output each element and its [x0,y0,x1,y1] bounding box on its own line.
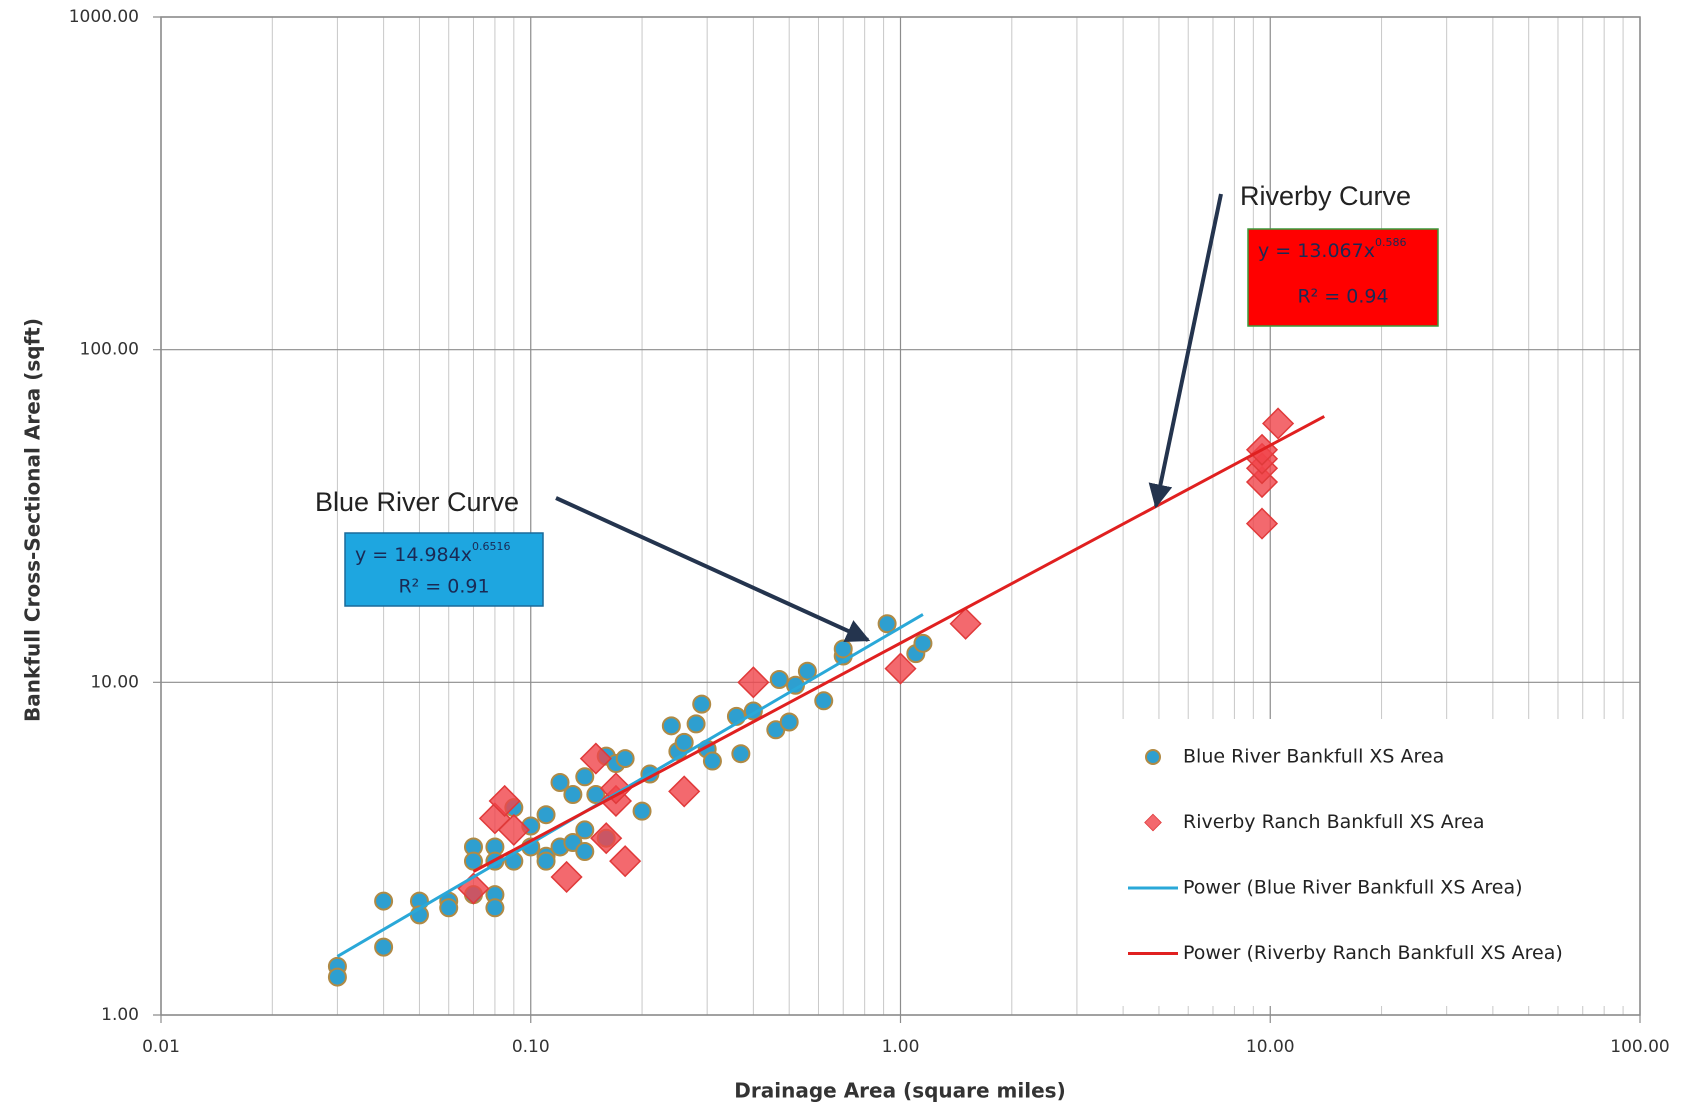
point [914,635,931,652]
legend-label: Riverby Ranch Bankfull XS Area [1183,811,1484,833]
y-axis-title: Bankfull Cross-Sectional Area (sqft) [21,318,45,722]
point [538,853,555,870]
point [576,843,593,860]
point [835,640,852,657]
legend-symbol [1146,750,1160,764]
legend-label: Blue River Bankfull XS Area [1183,746,1444,768]
point [676,734,693,751]
chart: Blue River Bankfull XS Area Riverby Ranch… [0,0,1693,1108]
point [634,803,651,820]
point [688,715,705,732]
y-tick-label: 1000.00 [69,7,139,27]
y-tick-label: 1.00 [101,1005,139,1025]
point [617,750,634,767]
equation-base: y = 13.067x [1258,240,1375,262]
point [704,753,721,770]
point [538,806,555,823]
annotation: Riverby Curve [1240,181,1411,211]
diamond-point [738,667,768,697]
x-tick-label: 0.01 [142,1037,180,1057]
point [375,893,392,910]
point [815,692,832,709]
x-tick-label: 0.10 [512,1037,550,1057]
equation-exponent: 0.586 [1375,236,1407,249]
point [576,768,593,785]
x-axis-title: Drainage Area (square miles) [734,1079,1065,1103]
legend-label: Power (Riverby Ranch Bankfull XS Area) [1183,942,1563,964]
point [693,696,710,713]
diamond-point [552,862,582,892]
equation-base: y = 14.984x [355,544,472,566]
r-squared: R² = 0.94 [1297,286,1388,308]
point [576,821,593,838]
x-tick-label: 100.00 [1610,1037,1669,1057]
point [440,899,457,916]
x-tick-label: 10.00 [1246,1037,1295,1057]
r-squared: R² = 0.91 [398,576,489,598]
point [879,615,896,632]
point [771,671,788,688]
annotation: Blue River Curve [315,487,519,517]
point [564,786,581,803]
point [732,745,749,762]
point [375,939,392,956]
diamond-point [591,823,621,853]
diamond-point [1247,509,1277,539]
equation-exponent: 0.6516 [472,540,511,553]
x-tick-label: 1.00 [882,1037,920,1057]
y-tick-label: 10.00 [90,672,139,692]
point [663,717,680,734]
diamond-point [610,846,640,876]
legend-label: Power (Blue River Bankfull XS Area) [1183,877,1523,899]
point [781,713,798,730]
diamond-point [669,776,699,806]
arrow [556,498,868,640]
point [329,969,346,986]
point [486,899,503,916]
y-tick-label: 100.00 [80,340,139,360]
trend-line [337,614,923,956]
